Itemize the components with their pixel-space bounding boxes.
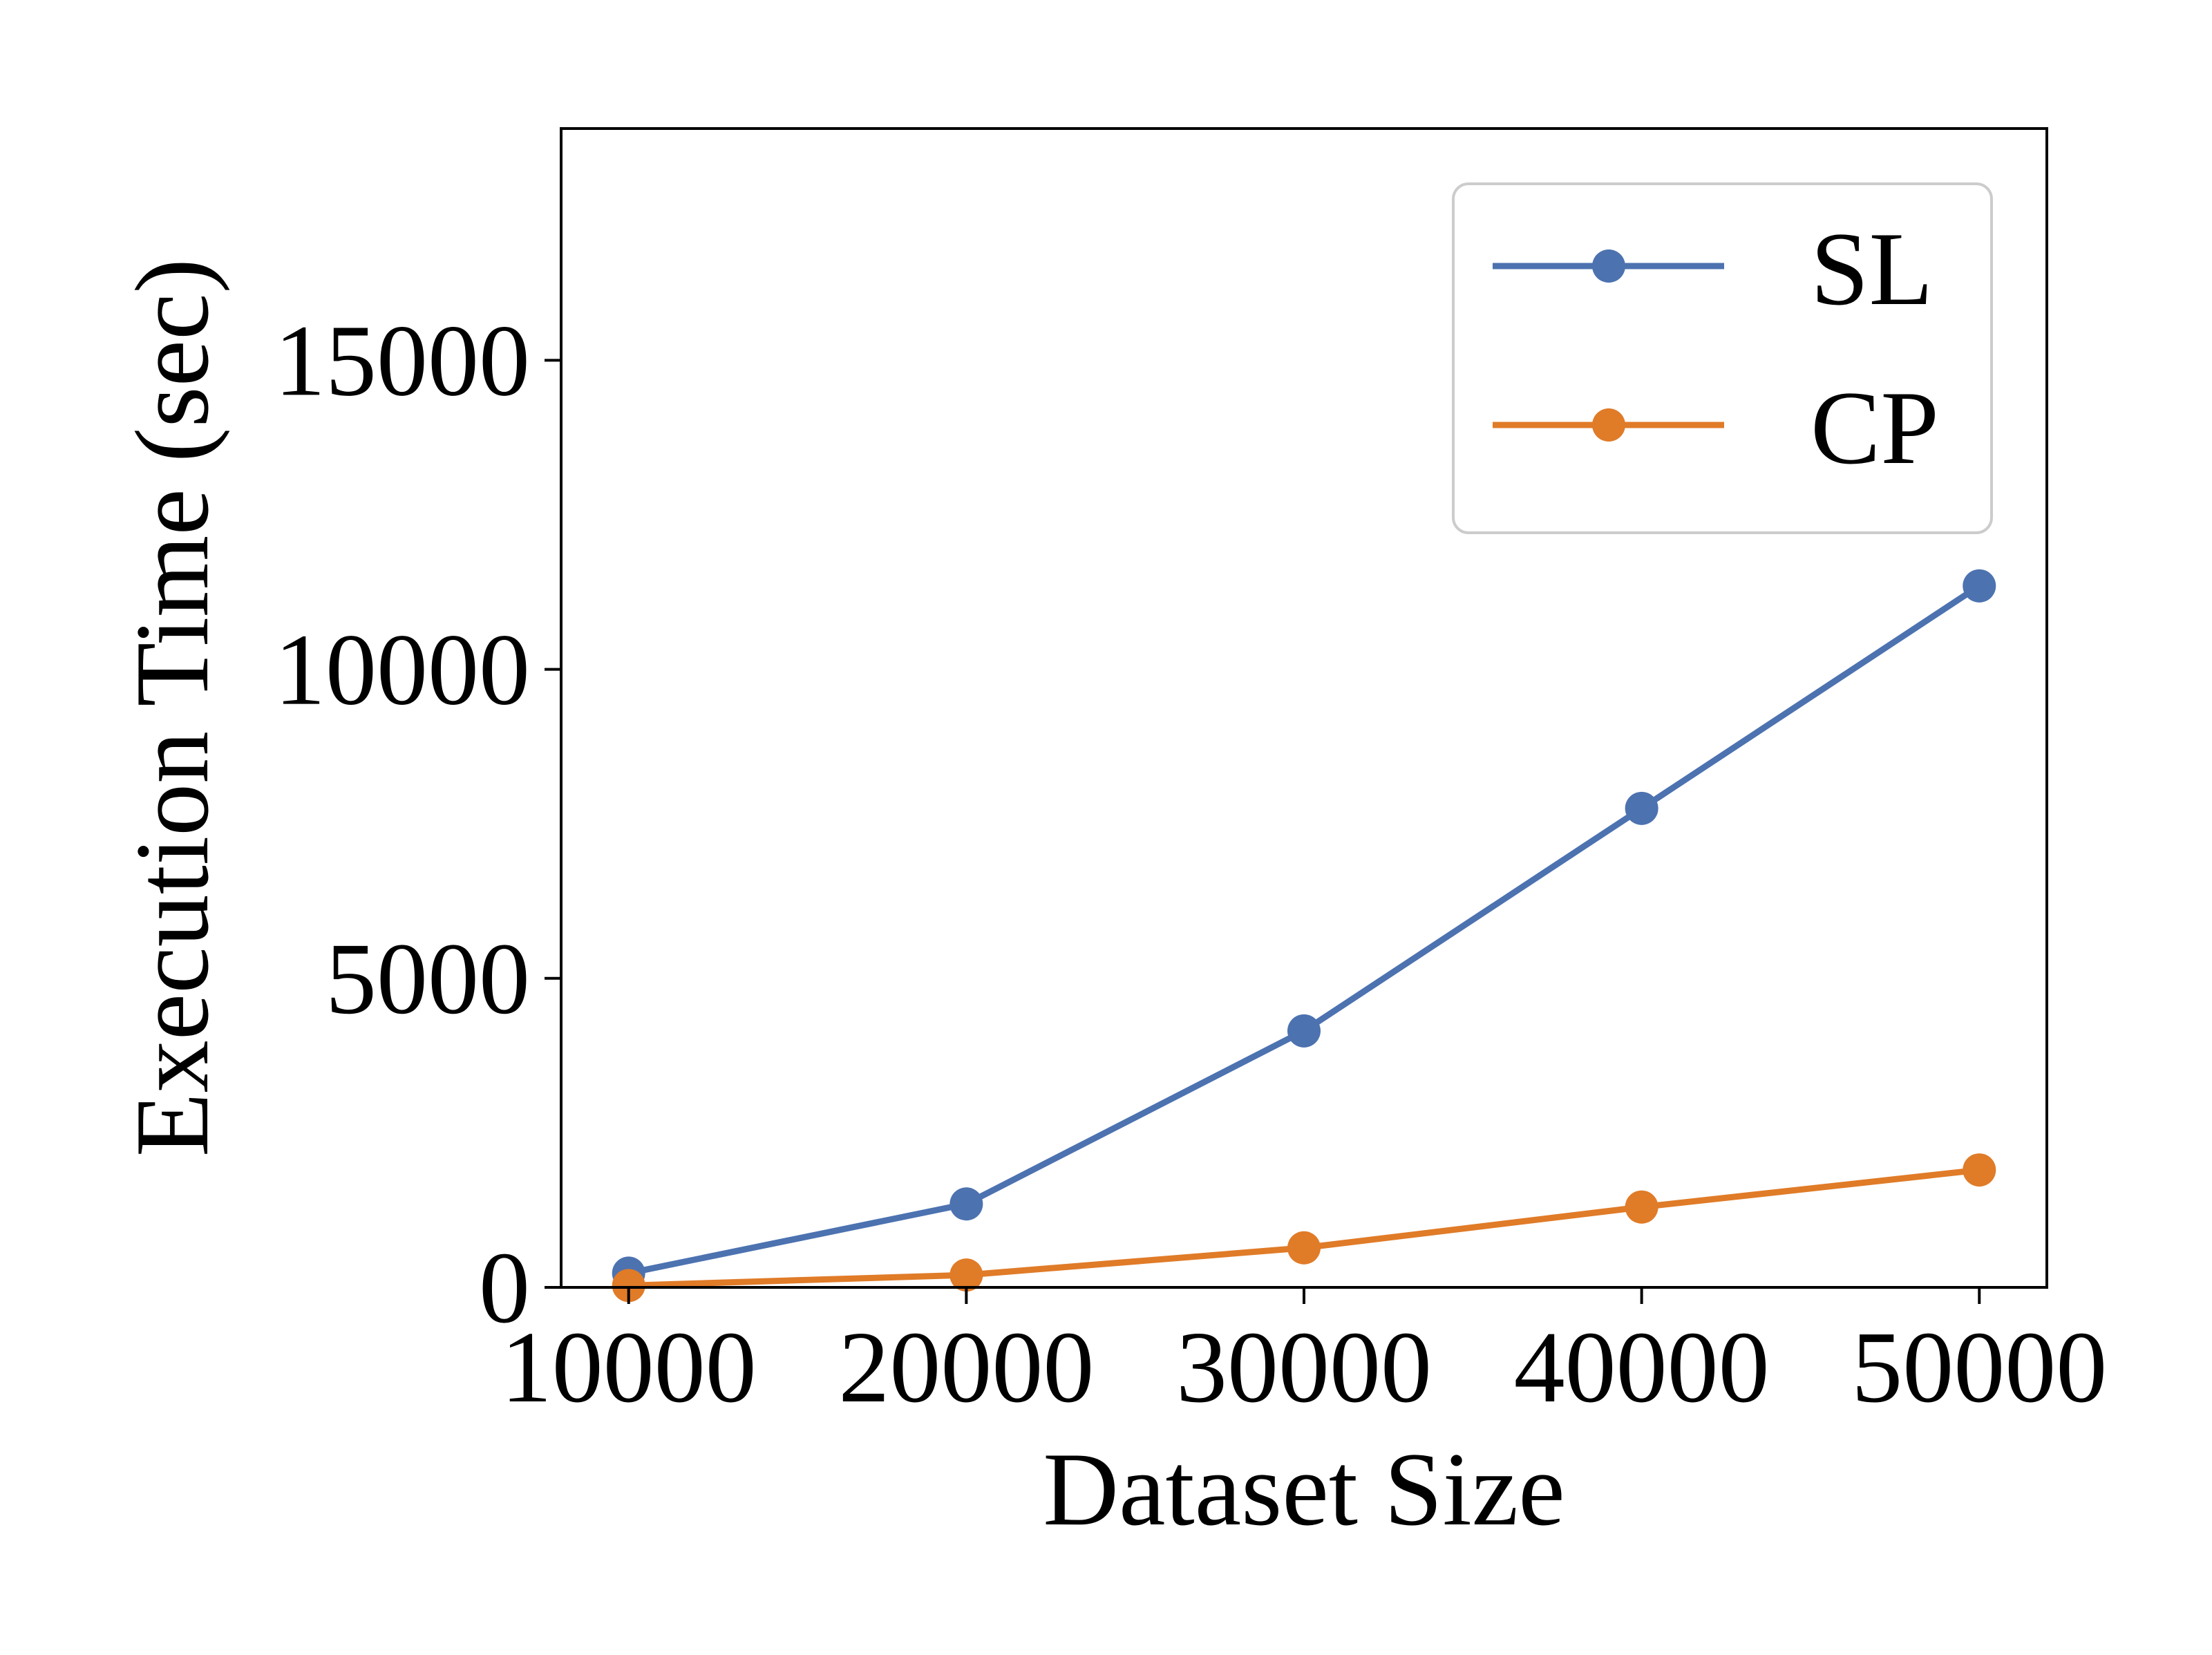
data-point-cp xyxy=(1287,1231,1321,1265)
data-point-cp xyxy=(949,1258,983,1292)
y-axis-title: Execution Time (sec) xyxy=(114,258,230,1157)
data-point-cp xyxy=(1963,1153,1996,1187)
x-tick-label: 30000 xyxy=(1176,1311,1432,1424)
legend: SL CP xyxy=(1452,182,1993,534)
y-tick-label: 15000 xyxy=(274,304,530,417)
series-layer xyxy=(612,569,1996,1303)
data-point-sl xyxy=(1625,791,1658,825)
data-point-sl xyxy=(949,1187,983,1221)
legend-marker-sl xyxy=(1592,249,1625,283)
legend-label-cp: CP xyxy=(1811,370,1939,486)
x-axis-ticks: 10000 20000 30000 40000 50000 xyxy=(501,1287,2107,1424)
data-point-cp xyxy=(612,1269,645,1303)
x-tick-label: 20000 xyxy=(838,1311,1094,1424)
x-axis-title: Dataset Size xyxy=(1043,1431,1565,1547)
data-point-sl xyxy=(1287,1014,1321,1048)
y-tick-label: 0 xyxy=(479,1231,530,1345)
data-point-sl xyxy=(1963,569,1996,603)
data-point-cp xyxy=(1625,1190,1658,1224)
y-axis-ticks: 0 5000 10000 15000 xyxy=(274,304,561,1345)
legend-box xyxy=(1452,182,1993,534)
y-tick-label: 5000 xyxy=(325,923,530,1036)
y-tick-label: 10000 xyxy=(274,614,530,727)
legend-label-sl: SL xyxy=(1811,211,1933,327)
legend-marker-cp xyxy=(1592,408,1625,442)
x-tick-label: 50000 xyxy=(1851,1311,2107,1424)
x-tick-label: 10000 xyxy=(501,1311,757,1424)
x-tick-label: 40000 xyxy=(1514,1311,1770,1424)
